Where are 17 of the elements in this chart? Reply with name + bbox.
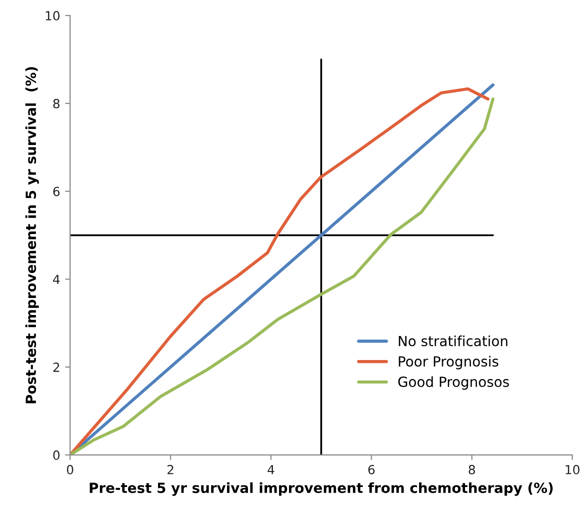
x-tick-label: 10 (566, 464, 580, 474)
x-tick-label: 0 (66, 464, 74, 474)
x-tick-label: 4 (268, 465, 274, 474)
y-tick-label: 2 (53, 362, 60, 372)
y-tick-label: 8 (53, 98, 60, 108)
legend-label: No stratification (398, 336, 508, 346)
legend-label: Poor Prognosis (398, 356, 498, 370)
y-tick-label: 6 (53, 186, 60, 196)
legend-label: Good Prognosos (398, 376, 509, 390)
y-tick-label: 10 (46, 10, 60, 20)
x-tick-label: 6 (368, 464, 375, 474)
x-tick-label: 2 (167, 464, 174, 474)
x-tick-label: 8 (468, 464, 475, 474)
x-axis-title: Pre-test 5 yr survival improvement from chemotherapy (%) (90, 482, 553, 496)
y-tick-label: 4 (53, 274, 60, 284)
y-axis-title: Post-test improvement in 5 yr survival (%) (25, 67, 39, 404)
y-tick-label: 0 (53, 450, 60, 460)
